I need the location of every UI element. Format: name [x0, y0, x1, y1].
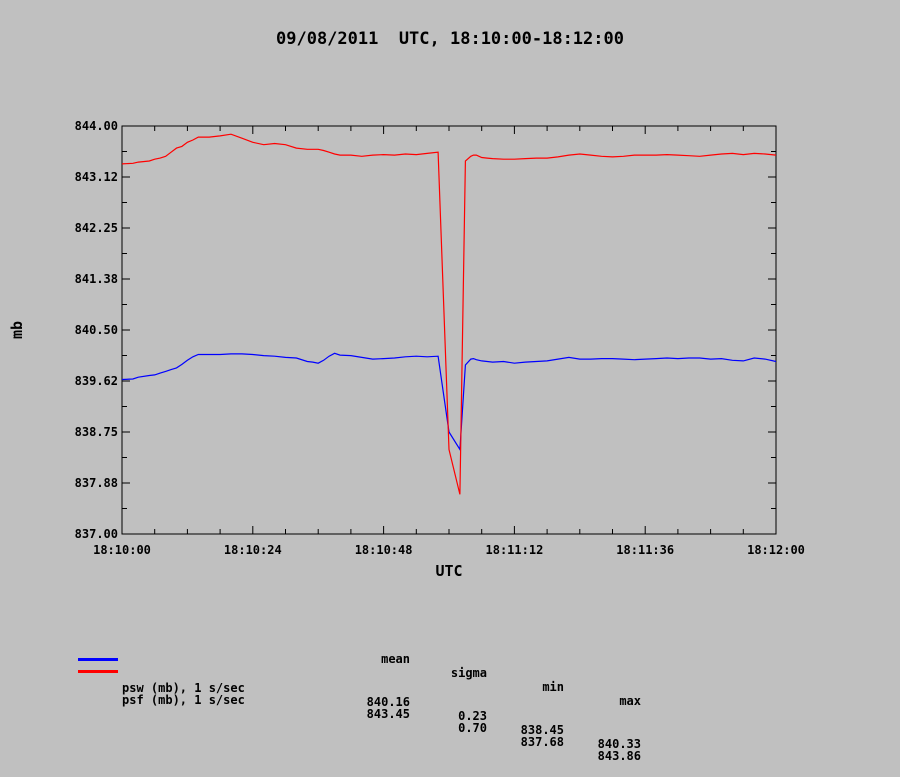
stats-header-mean: mean [381, 652, 410, 666]
x-tick-label: 18:10:24 [224, 543, 282, 557]
x-tick-labels: 18:10:00 18:10:24 18:10:48 18:11:12 18:11:36… [93, 543, 805, 557]
psf-min: 837.68 [520, 735, 564, 749]
chart-title: 09/08/2011 UTC, 18:10:00-18:12:00 [276, 29, 624, 49]
x-axis-label: UTC [435, 562, 462, 580]
y-axis-label: mb [8, 321, 26, 339]
series-lines [121, 133, 777, 495]
legend-row-psf: psf (mb), 1 s/sec 843.45 0.70 837.68 843… [70, 665, 670, 763]
legend-label-psf: psf (mb), 1 s/sec [122, 693, 245, 707]
psf-sigma: 0.70 [458, 721, 487, 735]
psw-series-line [121, 352, 777, 452]
stats-header-min: min [542, 680, 564, 694]
x-tick-label: 18:10:48 [355, 543, 413, 557]
y-tick-label: 839.62 [75, 374, 118, 388]
stats-header-row: mean sigma min max [70, 638, 670, 708]
psf-max: 843.86 [597, 749, 641, 763]
y-tick-label: 840.50 [75, 323, 118, 337]
y-tick-label: 838.75 [75, 425, 118, 439]
y-tick-label: 841.38 [75, 272, 118, 286]
x-tick-label: 18:11:12 [486, 543, 544, 557]
stats-header-max: max [619, 694, 641, 708]
x-tick-label: 18:11:36 [616, 543, 674, 557]
axis-ticks [121, 125, 777, 535]
y-tick-label: 842.25 [75, 221, 118, 235]
stats-header-sigma: sigma [450, 666, 487, 680]
psf-mean: 843.45 [366, 707, 410, 721]
y-tick-labels: 844.00 843.12 842.25 841.38 840.50 839.62 838.… [75, 119, 118, 541]
psf-series-line [121, 133, 777, 495]
y-tick-label: 837.00 [75, 527, 118, 541]
x-tick-label: 18:12:00 [747, 543, 805, 557]
legend-swatch-psw [78, 658, 118, 661]
x-tick-label: 18:10:00 [93, 543, 151, 557]
legend-swatch-psf [78, 670, 118, 673]
y-tick-label: 844.00 [75, 119, 118, 133]
plot-area [121, 125, 777, 535]
y-tick-label: 843.12 [75, 170, 118, 184]
y-tick-label: 837.88 [75, 476, 118, 490]
line-chart: 844.00 843.12 842.25 841.38 840.50 839.62 838.… [8, 119, 805, 580]
